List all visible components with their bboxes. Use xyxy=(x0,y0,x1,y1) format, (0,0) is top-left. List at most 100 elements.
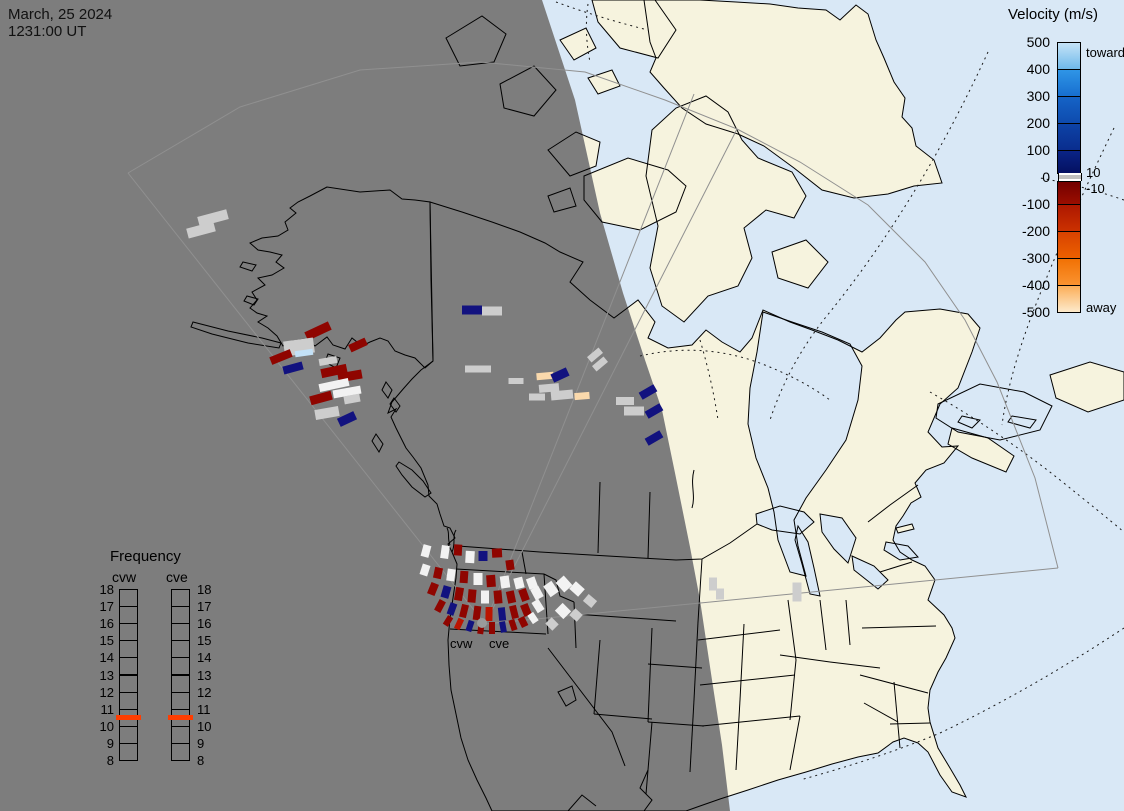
radar-label-cvw: cvw xyxy=(450,636,473,651)
radar-echo-cell xyxy=(644,403,664,419)
frequency-cell-cve xyxy=(171,589,190,608)
colorbar-segment-500-to-400 xyxy=(1057,42,1081,70)
frequency-cell-cvw xyxy=(119,640,138,659)
radar-echo-cell xyxy=(432,566,444,580)
radar-echo-cell xyxy=(638,384,658,400)
radar-echo-cell xyxy=(318,377,350,393)
state-province-borders xyxy=(446,469,937,811)
colorbar-segment--100-to--200 xyxy=(1057,204,1081,232)
frequency-cell-cve xyxy=(171,606,190,625)
radar-echo-cell xyxy=(440,585,452,599)
radar-echo-cell xyxy=(465,550,475,564)
radar-echo-cell xyxy=(582,594,598,608)
radar-echo-cell xyxy=(486,574,496,588)
frequency-tick-cvw-9: 9 xyxy=(106,735,114,751)
frequency-cell-cvw xyxy=(119,623,138,642)
frequency-tick-cve-11: 11 xyxy=(197,701,211,717)
radar-echo-cell xyxy=(550,367,570,383)
radar-echo-cell xyxy=(543,580,559,598)
frequency-tick-cve-10: 10 xyxy=(197,718,212,734)
radar-echo-cell xyxy=(792,582,802,602)
frequency-column-header-cvw: cvw xyxy=(112,569,137,585)
frequency-tick-cvw-14: 14 xyxy=(99,650,114,666)
colorbar-tick-0: 0 xyxy=(1042,169,1050,185)
radar-echo-cell xyxy=(554,602,572,620)
colorbar-tick--200: -200 xyxy=(1021,223,1050,239)
radar-label-cve: cve xyxy=(489,636,509,651)
radar-echo-cell xyxy=(531,598,545,614)
colorbar-segment--10-to--100 xyxy=(1057,181,1081,205)
colorbar-segment-300-to-200 xyxy=(1057,96,1081,124)
radar-echo-cell xyxy=(481,590,489,604)
radar-echo-cell xyxy=(518,587,530,603)
frequency-tick-cve-14: 14 xyxy=(197,650,212,666)
radar-echo-cell xyxy=(538,383,560,393)
radar-echo-cell xyxy=(186,221,216,239)
radar-echo-cell xyxy=(304,321,332,341)
radar-echo-cell xyxy=(462,305,482,315)
colorbar-tick-100: 100 xyxy=(1026,142,1050,158)
frequency-cell-cve xyxy=(171,640,190,659)
radar-echo-cell xyxy=(465,619,475,633)
frequency-cell-cvw xyxy=(119,657,138,676)
frequency-column-header-cve: cve xyxy=(166,569,188,585)
frequency-tick-cvw-12: 12 xyxy=(99,684,114,700)
radar-echo-cell xyxy=(530,585,544,601)
radar-echo-cell xyxy=(269,349,293,365)
radar-echo-cell xyxy=(320,363,348,379)
frequency-tick-cve-15: 15 xyxy=(197,633,212,649)
radar-echo-cell xyxy=(716,588,724,600)
frequency-tick-cvw-18: 18 xyxy=(99,582,114,597)
colorbar-tick-300: 300 xyxy=(1026,88,1050,104)
frequency-cell-cvw xyxy=(119,742,138,761)
frequency-cell-cvw xyxy=(119,589,138,608)
frequency-cell-cve xyxy=(171,623,190,642)
radar-echo-cell xyxy=(491,548,503,558)
radar-echo-cell xyxy=(517,615,529,629)
radar-echo-cell xyxy=(527,611,539,625)
radar-echo-cell xyxy=(472,605,482,621)
radar-echo-cell xyxy=(499,621,507,633)
radar-echo-cell xyxy=(440,545,450,559)
timestamp: March, 25 2024 1231:00 UT xyxy=(8,6,112,40)
frequency-tick-cve-12: 12 xyxy=(197,684,212,700)
radar-site-labels: cvw cve xyxy=(450,636,509,651)
radar-echo-cell xyxy=(465,365,491,373)
colorbar-segment-400-to-300 xyxy=(1057,69,1081,97)
frequency-tick-cve-16: 16 xyxy=(197,616,212,632)
radar-echo-cell xyxy=(508,378,524,384)
colorbar-tick--300: -300 xyxy=(1021,250,1050,266)
radar-echo-cell xyxy=(420,544,432,558)
frequency-legend-title: Frequency xyxy=(110,548,181,565)
frequency-marker-cve xyxy=(168,715,193,721)
frequency-tick-cve-18: 18 xyxy=(197,582,212,597)
radar-echo-cell xyxy=(485,606,493,622)
frequency-cell-cvw xyxy=(119,725,138,744)
frequency-tick-cvw-15: 15 xyxy=(99,633,114,649)
colorbar-tick--400: -400 xyxy=(1021,277,1050,293)
radar-echo-cell xyxy=(644,430,664,446)
radar-echo-cell xyxy=(505,590,517,604)
radar-echo-cell xyxy=(493,590,503,604)
radar-echo-cell xyxy=(520,602,532,618)
frequency-cell-cvw xyxy=(119,691,138,710)
frequency-tick-cvw-10: 10 xyxy=(99,718,114,734)
radar-echo-cell xyxy=(427,581,439,597)
radar-echo-cells xyxy=(186,209,802,635)
radar-echo-cell xyxy=(348,337,368,353)
frequency-cell-cvw xyxy=(119,674,138,693)
radar-echo-cell xyxy=(453,544,463,556)
radar-echo-cell xyxy=(592,356,608,372)
radar-echo-cell xyxy=(282,361,304,375)
frequency-tick-cve-13: 13 xyxy=(197,667,212,683)
colorbar-tick-500: 500 xyxy=(1026,34,1050,50)
radar-echo-cell xyxy=(318,355,338,367)
radar-echo-cell xyxy=(419,563,431,577)
radar-echo-cell xyxy=(550,389,574,401)
frequency-tick-cve-9: 9 xyxy=(197,735,205,751)
frequency-tick-cve-8: 8 xyxy=(197,753,205,768)
colorbar-segment--400-to--500 xyxy=(1057,285,1081,313)
frequency-cell-cve xyxy=(171,657,190,676)
radar-echo-cell xyxy=(513,576,525,590)
